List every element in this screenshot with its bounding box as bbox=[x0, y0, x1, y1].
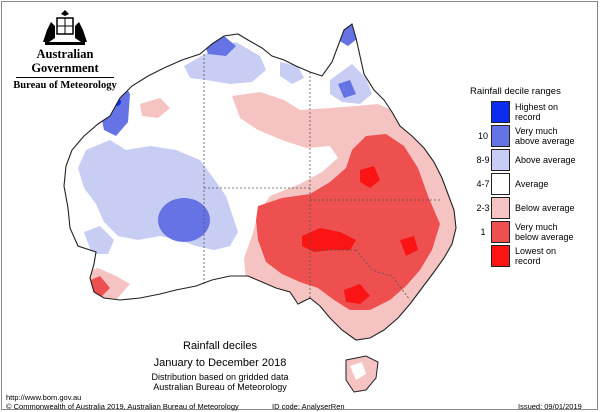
legend-label: Highest on bbox=[515, 102, 559, 112]
map-subtitle-distribution: Distribution based on gridded data bbox=[151, 372, 289, 382]
legend-range: 10 bbox=[477, 131, 488, 141]
legend-swatch bbox=[491, 245, 510, 267]
legend-swatch bbox=[491, 101, 510, 123]
legend-range: 8-9 bbox=[476, 155, 490, 165]
legend-swatch bbox=[491, 173, 510, 195]
government-logo: Australian Government Bureau of Meteorol… bbox=[10, 8, 120, 92]
region-above-average-kimberley bbox=[184, 42, 266, 84]
region-below-average-pilbara bbox=[140, 98, 170, 118]
map-title: Rainfall deciles bbox=[183, 340, 257, 352]
region-lowest-on-record-nsw bbox=[400, 236, 418, 256]
legend-label: Very much bbox=[515, 222, 558, 232]
legend-label: above average bbox=[515, 136, 575, 146]
region-lowest-on-record-central bbox=[302, 228, 356, 252]
region-lowest-on-record-vic bbox=[344, 284, 370, 304]
region-above-average-arnhem bbox=[280, 62, 304, 84]
legend-label: Below average bbox=[515, 203, 575, 213]
legend-label: record bbox=[515, 256, 541, 266]
legend-range: 1 bbox=[480, 227, 486, 237]
region-very-much-below-average bbox=[256, 134, 440, 310]
legend-swatch bbox=[491, 197, 510, 219]
state-borders bbox=[203, 54, 440, 301]
legend-label: record bbox=[515, 112, 541, 122]
footer-copyright: © Commonwealth of Australia 2019, Austra… bbox=[6, 402, 239, 411]
map-period: January to December 2018 bbox=[153, 357, 287, 369]
footer-url[interactable]: http://www.bom.gov.au bbox=[6, 393, 82, 402]
map-subtitle-source: Australian Bureau of Meteorology bbox=[153, 382, 287, 392]
region-lowest-on-record-qld bbox=[360, 166, 380, 188]
coat-of-arms-icon bbox=[43, 10, 87, 45]
logo-divider bbox=[16, 77, 114, 78]
region-above-average-sw bbox=[84, 226, 114, 254]
legend-swatch bbox=[491, 149, 510, 171]
legend-label: Above average bbox=[515, 155, 576, 165]
legend-label: Lowest on bbox=[515, 246, 557, 256]
government-name: Australian Government bbox=[31, 47, 99, 75]
legend-swatch bbox=[491, 125, 510, 147]
australia-coastline bbox=[63, 23, 457, 341]
legend-swatch bbox=[491, 221, 510, 243]
region-very-much-above-average-gulf bbox=[338, 80, 356, 98]
legend-label: below average bbox=[515, 232, 574, 242]
footer-id-code: ID code: AnalyserRen bbox=[272, 402, 345, 411]
bureau-name: Bureau of Meteorology bbox=[13, 80, 117, 91]
legend-label: Very much bbox=[515, 126, 558, 136]
legend-range: 4-7 bbox=[476, 179, 490, 189]
region-very-much-above-average-central bbox=[158, 198, 210, 242]
legend-title: Rainfall decile ranges bbox=[470, 86, 561, 97]
legend-label: Average bbox=[515, 179, 549, 189]
legend-range: 2-3 bbox=[476, 203, 490, 213]
footer-issued: Issued: 09/01/2019 bbox=[518, 402, 582, 411]
tasmania-average bbox=[350, 362, 366, 380]
